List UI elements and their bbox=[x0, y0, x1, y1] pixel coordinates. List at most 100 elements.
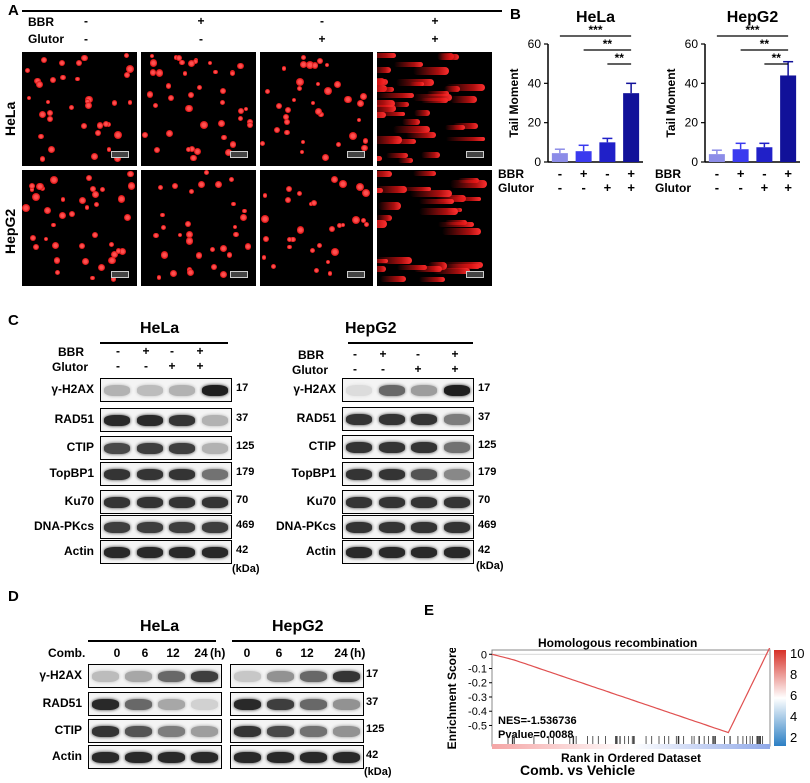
sign: - bbox=[320, 14, 324, 28]
d-right-blot-strip bbox=[230, 664, 364, 688]
blot-d-right-title: HepG2 bbox=[272, 618, 324, 635]
comet-spot bbox=[357, 99, 365, 107]
blot-c-r-glutor-sign: + bbox=[414, 362, 422, 376]
comet-spot bbox=[38, 133, 44, 140]
blot-band bbox=[378, 521, 405, 533]
blot-d-protein-label: RAD51 bbox=[42, 696, 82, 710]
comet-spot bbox=[36, 80, 44, 88]
comet-spot bbox=[90, 275, 95, 280]
comet-spot bbox=[412, 94, 452, 101]
comet-spot bbox=[445, 84, 486, 91]
y-tick-label: 60 bbox=[685, 37, 699, 51]
comet-spot bbox=[377, 111, 387, 118]
comet-spot bbox=[377, 136, 403, 144]
comet-spot bbox=[260, 141, 265, 146]
comet-spot bbox=[331, 248, 339, 256]
blot-band bbox=[267, 670, 294, 682]
blot-band bbox=[411, 546, 438, 558]
bar bbox=[756, 147, 773, 162]
blot-c-r-protein-label: γ-H2AX bbox=[293, 382, 336, 396]
comet-spot bbox=[377, 201, 401, 210]
d-left-blot-strip bbox=[88, 664, 222, 688]
blot-c-r-kda: 17 bbox=[478, 382, 491, 394]
blot-band bbox=[158, 670, 185, 682]
rank-bar bbox=[492, 744, 770, 749]
blot-c-r-kda: 125 bbox=[478, 439, 497, 451]
comet-spot bbox=[286, 236, 293, 243]
comet-spot bbox=[306, 61, 314, 69]
comet-spot bbox=[276, 103, 283, 110]
comet-spot bbox=[27, 95, 32, 101]
comet-spot bbox=[296, 191, 302, 197]
comet-spot bbox=[165, 83, 172, 89]
comet-spot bbox=[213, 69, 219, 75]
comet-spot bbox=[125, 64, 134, 73]
blot-d-r-time: 6 bbox=[275, 646, 283, 660]
blot-band bbox=[201, 496, 228, 508]
comet-spot bbox=[186, 269, 194, 276]
blot-band bbox=[191, 751, 218, 763]
comet-spot bbox=[273, 127, 281, 134]
comet-spot bbox=[270, 264, 276, 270]
comet-spot bbox=[85, 205, 90, 210]
comet-spot bbox=[153, 147, 160, 153]
comet-spot bbox=[43, 236, 48, 241]
comet-spot bbox=[421, 151, 440, 159]
comet-spot bbox=[55, 269, 61, 275]
blot-band bbox=[158, 751, 185, 763]
blot-d-kda: 17 bbox=[366, 668, 379, 680]
comet-spot bbox=[44, 207, 52, 215]
blot-band bbox=[346, 546, 373, 558]
comet-spot bbox=[352, 216, 361, 225]
blot-c-r-glutor-sign: + bbox=[451, 362, 459, 376]
blot-d-kda: 125 bbox=[366, 723, 385, 735]
colorbar bbox=[774, 650, 786, 746]
comet-spot bbox=[108, 256, 116, 264]
comet-spot bbox=[32, 192, 40, 201]
blot-band bbox=[411, 521, 438, 533]
scale-bar bbox=[111, 151, 129, 158]
glutor-sign: + bbox=[784, 180, 792, 195]
scale-bar bbox=[230, 271, 248, 278]
sign: + bbox=[431, 32, 439, 46]
blot-band bbox=[443, 441, 470, 453]
panel-d-label: D bbox=[8, 588, 19, 605]
blot-c-r-kda: 179 bbox=[478, 466, 497, 478]
comet-spot bbox=[438, 221, 475, 227]
comet-spot bbox=[84, 98, 91, 105]
scale-bar bbox=[111, 271, 129, 278]
micrograph-image bbox=[377, 52, 492, 166]
d-left-blot-strip bbox=[88, 719, 222, 743]
comet-spot bbox=[69, 210, 76, 217]
comet-spot bbox=[377, 79, 389, 85]
comet-spot bbox=[157, 185, 163, 191]
comet-spot bbox=[84, 101, 93, 110]
glutor-sign: - bbox=[558, 180, 562, 195]
comet-spot bbox=[388, 138, 417, 145]
comet-spot bbox=[103, 121, 109, 127]
comet-spot bbox=[328, 225, 335, 232]
comet-spot bbox=[219, 270, 228, 279]
blot-band bbox=[92, 725, 119, 737]
blot-c-kda-unit: (kDa) bbox=[232, 563, 260, 575]
comet-spot bbox=[446, 136, 485, 141]
enrichment-curve bbox=[491, 648, 771, 734]
blot-d-kda-unit: (kDa) bbox=[364, 766, 392, 778]
bar bbox=[708, 154, 725, 162]
comet-spot bbox=[232, 224, 238, 230]
blot-band bbox=[201, 384, 228, 396]
comet-spot bbox=[115, 248, 122, 254]
comet-spot bbox=[47, 115, 54, 122]
comet-spot bbox=[377, 53, 396, 58]
blot-c-glutor-sign: - bbox=[116, 359, 120, 373]
y-tick-label: -0.5 bbox=[468, 720, 487, 732]
comet-spot bbox=[75, 76, 80, 82]
c-left-blot-strip bbox=[100, 378, 232, 402]
comet-spot bbox=[188, 59, 196, 68]
blot-band bbox=[92, 751, 119, 763]
comet-spot bbox=[76, 60, 82, 67]
comet-spot bbox=[282, 114, 289, 121]
comet-spot bbox=[211, 264, 217, 270]
blot-band bbox=[169, 442, 196, 454]
blot-band bbox=[443, 546, 470, 558]
